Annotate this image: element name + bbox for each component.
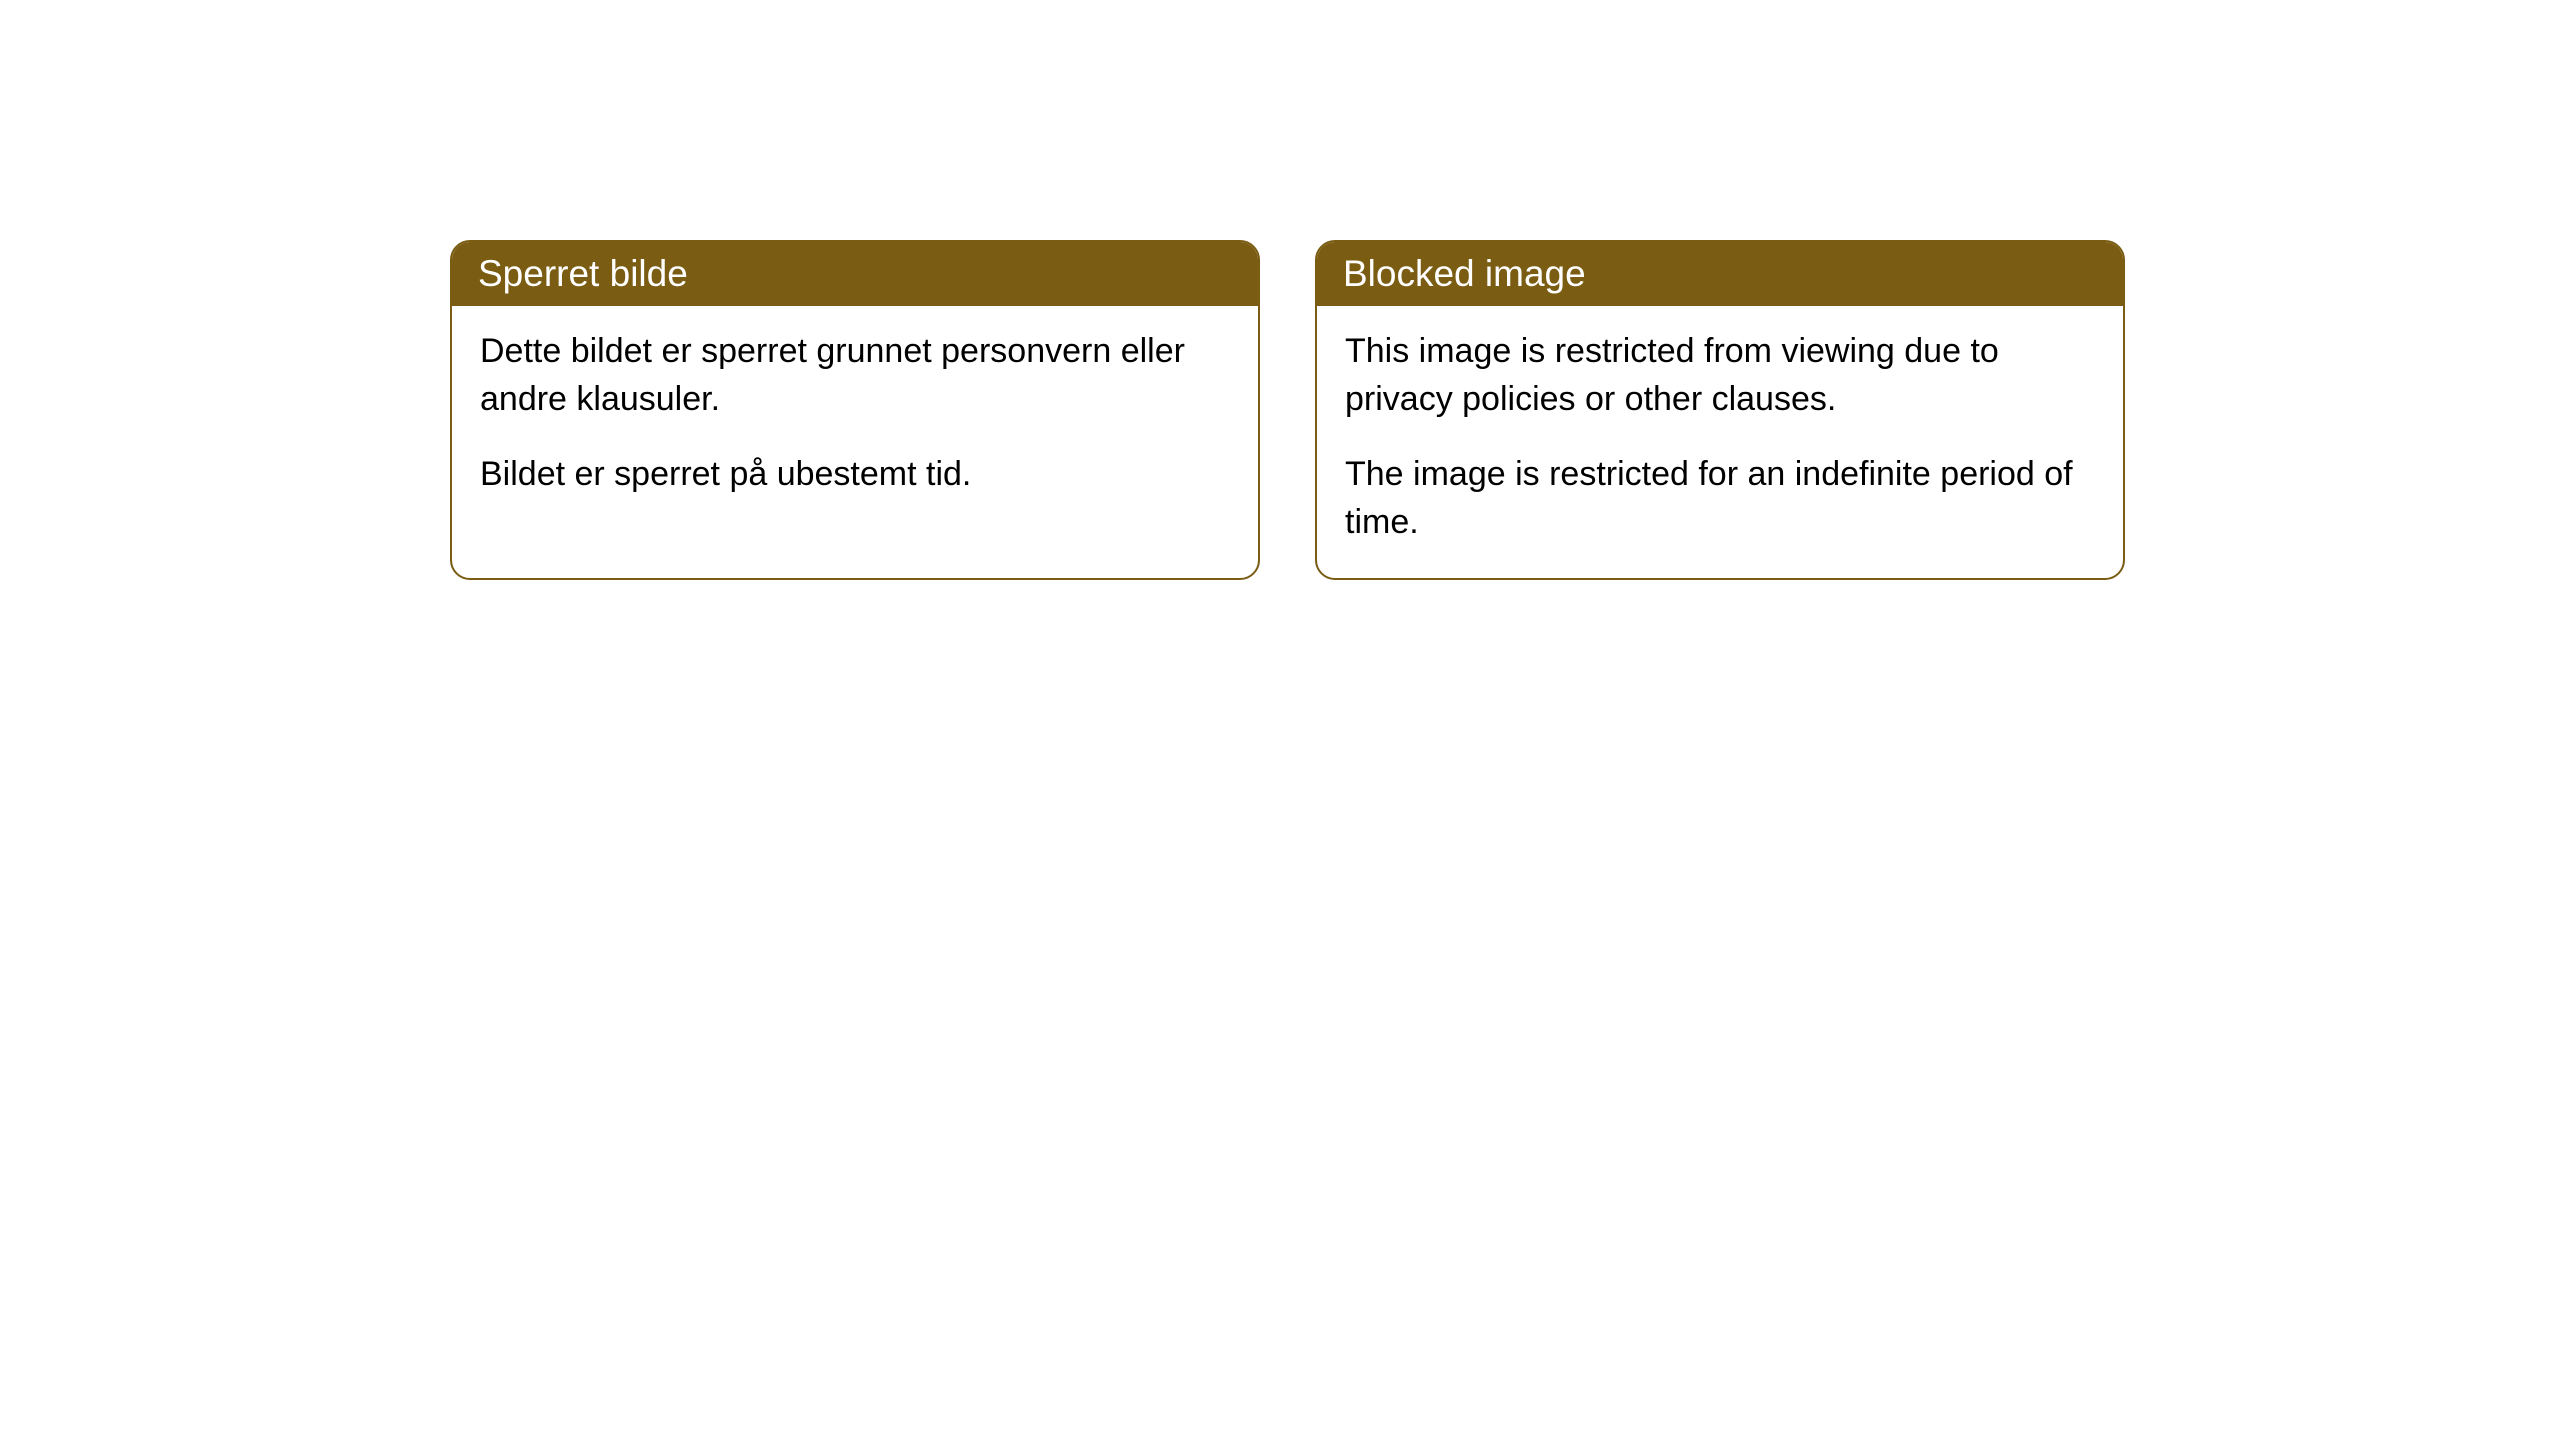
card-paragraph: Dette bildet er sperret grunnet personve… bbox=[480, 328, 1230, 423]
notice-card-norwegian: Sperret bilde Dette bildet er sperret gr… bbox=[450, 240, 1260, 580]
card-paragraph: The image is restricted for an indefinit… bbox=[1345, 451, 2095, 546]
notice-cards-container: Sperret bilde Dette bildet er sperret gr… bbox=[450, 240, 2125, 580]
card-header-english: Blocked image bbox=[1317, 242, 2123, 306]
card-body-english: This image is restricted from viewing du… bbox=[1317, 306, 2123, 578]
card-body-norwegian: Dette bildet er sperret grunnet personve… bbox=[452, 306, 1258, 531]
card-title: Sperret bilde bbox=[478, 253, 688, 294]
notice-card-english: Blocked image This image is restricted f… bbox=[1315, 240, 2125, 580]
card-paragraph: This image is restricted from viewing du… bbox=[1345, 328, 2095, 423]
card-header-norwegian: Sperret bilde bbox=[452, 242, 1258, 306]
card-title: Blocked image bbox=[1343, 253, 1586, 294]
card-paragraph: Bildet er sperret på ubestemt tid. bbox=[480, 451, 1230, 499]
